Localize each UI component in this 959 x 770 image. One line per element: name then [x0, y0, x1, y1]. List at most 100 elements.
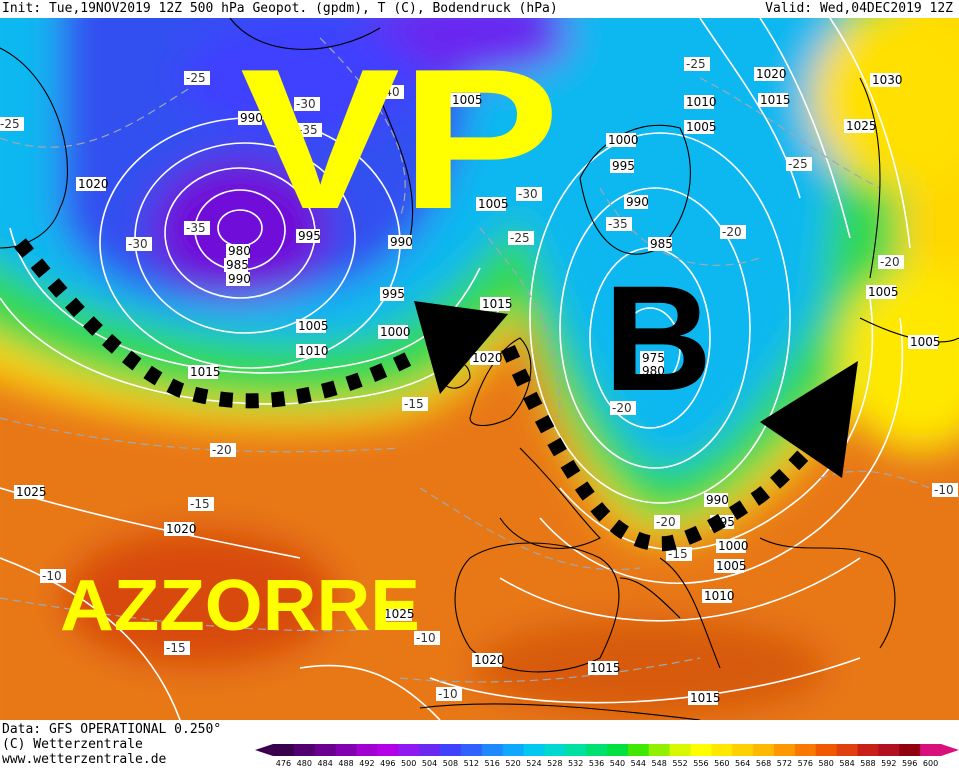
temperature-label: -30 [126, 237, 152, 251]
legend-tick-label: 544 [631, 759, 646, 768]
header-title: Init: Tue,19NOV2019 12Z 500 hPa Geopot. … [2, 1, 558, 16]
legend-tick-label: 500 [401, 759, 416, 768]
pressure-label-text: 1030 [872, 73, 903, 87]
temperature-label-text: -25 [686, 57, 706, 71]
annotation-b: B [604, 254, 712, 422]
legend-tick-label: 536 [589, 759, 604, 768]
arrow-northeast-icon [414, 301, 508, 394]
pressure-label: 1025 [14, 485, 47, 499]
temperature-label: -20 [878, 255, 904, 269]
pressure-label-text: 995 [382, 287, 405, 301]
pressure-label-text: 1005 [716, 559, 747, 573]
pressure-label-text: 1005 [686, 120, 717, 134]
legend-swatch [627, 744, 650, 756]
temperature-labels: -25 -30 -35 -40 -25 -35 -30 -25 -35 -30 … [0, 57, 958, 701]
legend-swatch [335, 744, 358, 756]
legend-swatch [586, 744, 608, 756]
temperature-label-text: -25 [510, 231, 530, 245]
legend-max-arrow [941, 744, 959, 756]
pressure-label: 1015 [688, 691, 721, 705]
credits: Data: GFS OPERATIONAL 0.250° (C) Wetterz… [2, 722, 221, 767]
pressure-label-text: 990 [390, 235, 413, 249]
pressure-label-text: 990 [626, 195, 649, 209]
temperature-label-text: -40 [380, 85, 400, 99]
color-scale-legend: 476 480 484 488 492 496 500 504 508 512 516 520 524 5… [255, 744, 959, 768]
pressure-label: 990 [238, 111, 263, 125]
pressure-label: 1015 [480, 297, 513, 311]
annotation-vp: VP [240, 28, 560, 251]
temperature-label: -30 [294, 97, 320, 111]
pressure-label-text: 985 [650, 237, 673, 251]
pressure-label: 1030 [870, 73, 903, 87]
pressure-label-text: 1010 [298, 344, 329, 358]
pressure-label: 1020 [754, 67, 787, 81]
pressure-label-text: 1020 [78, 177, 109, 191]
temperature-label-text: -15 [668, 547, 688, 561]
temperature-label-text: -25 [0, 117, 20, 131]
pressure-label: 995 [610, 159, 635, 173]
legend-tick-label: 548 [652, 759, 667, 768]
pressure-label: 1005 [450, 93, 483, 107]
pressure-label-text: 1010 [704, 589, 735, 603]
pressure-label: 980 [226, 244, 251, 258]
legend-tick-label: 540 [610, 759, 625, 768]
legend-swatch [356, 744, 378, 756]
temperature-label: -20 [720, 225, 746, 239]
legend-tick-label: 504 [422, 759, 437, 768]
legend-tick-label: 480 [297, 759, 312, 768]
temperature-label: -25 [684, 57, 710, 71]
legend-tick-label: 584 [839, 759, 854, 768]
legend-swatch [711, 744, 733, 756]
pressure-label-text: 980 [642, 364, 665, 378]
legend-swatch [481, 744, 504, 756]
legend-min-arrow [255, 744, 273, 756]
legend-tick-label: 596 [902, 759, 917, 768]
legend-swatch [878, 744, 900, 756]
pressure-label: 1000 [606, 133, 639, 147]
weather-map: 1020 990 980 985 990 995 990 1005 1005 1… [0, 18, 959, 720]
legend-swatch [815, 744, 838, 756]
temperature-label-text: -20 [612, 401, 632, 415]
temperature-label: -25 [184, 71, 210, 85]
temperature-label-text: -30 [128, 237, 148, 251]
legend-tick-label: 576 [798, 759, 813, 768]
pressure-label-text: 990 [706, 493, 729, 507]
pressure-label-text: 1015 [482, 297, 513, 311]
pressure-label: 990 [388, 235, 413, 249]
temperature-label-text: -20 [212, 443, 232, 457]
copyright-line: (C) Wetterzentrale [2, 737, 143, 752]
pressure-label: 1010 [702, 589, 735, 603]
header-valid-time: Valid: Wed,04DEC2019 12Z [765, 1, 953, 16]
temperature-label-text: -35 [298, 123, 318, 137]
pressure-label: 1000 [716, 539, 749, 553]
pressure-label-text: 990 [228, 272, 251, 286]
legend-tick-label: 496 [380, 759, 395, 768]
pressure-label: 980 [640, 364, 665, 378]
pressure-label-text: 1025 [384, 607, 415, 621]
temperature-label-text: -10 [416, 631, 436, 645]
pressure-label-text: 1020 [474, 653, 505, 667]
pressure-label: 975 [640, 351, 665, 365]
legend-swatch [836, 744, 859, 756]
temperature-label: -15 [188, 497, 214, 511]
temperature-label: -35 [296, 123, 322, 137]
temperature-label-text: -35 [186, 221, 206, 235]
temperature-label-text: -30 [296, 97, 316, 111]
temperature-label: -10 [40, 569, 66, 583]
legend-swatch [273, 744, 295, 756]
pressure-label-text: 1005 [452, 93, 483, 107]
legend-swatch [565, 744, 587, 756]
temperature-label-text: -30 [518, 187, 538, 201]
pressure-label-text: 1015 [190, 365, 221, 379]
pressure-label-text: 1005 [478, 197, 509, 211]
legend-swatch [732, 744, 754, 756]
legend-swatch [440, 744, 462, 756]
pressure-label-text: 1000 [380, 325, 411, 339]
temperature-label: -25 [786, 157, 812, 171]
legend-tick-label: 556 [693, 759, 708, 768]
legend-tick-label: 484 [318, 759, 333, 768]
temperature-label: -25 [508, 231, 534, 245]
legend-swatch [920, 744, 942, 756]
legend-swatch [753, 744, 775, 756]
legend-tick-label: 492 [359, 759, 374, 768]
